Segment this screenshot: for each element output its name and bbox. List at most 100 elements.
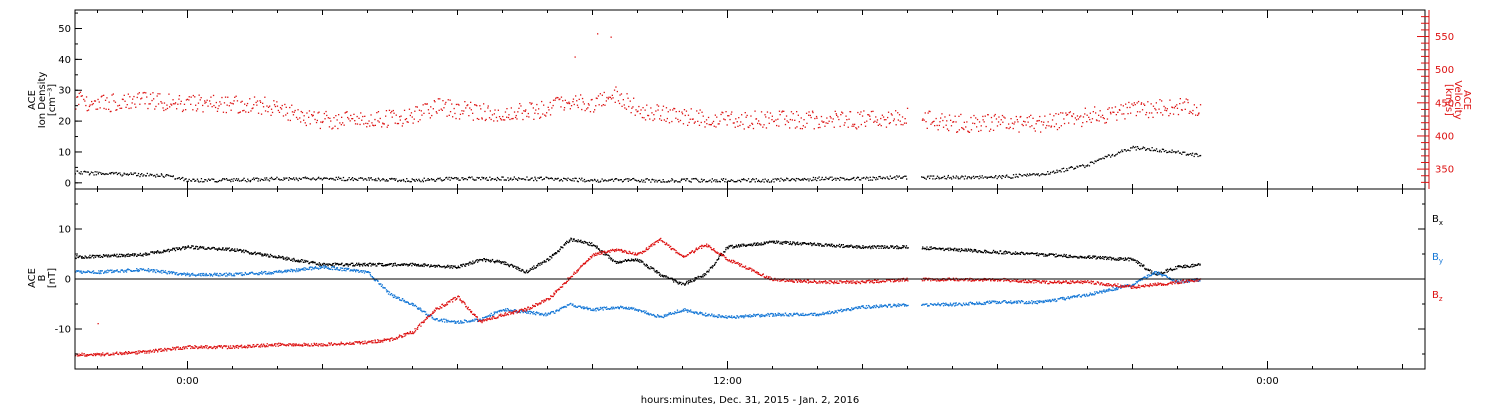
data-point: [1086, 165, 1088, 167]
data-point: [589, 180, 591, 182]
data-point: [366, 271, 368, 273]
data-point: [495, 311, 497, 313]
data-point: [664, 315, 666, 317]
data-point: [904, 305, 906, 307]
data-point: [1156, 112, 1158, 114]
data-point: [891, 114, 893, 116]
data-point: [1183, 266, 1185, 268]
data-point: [595, 180, 598, 183]
data-point: [1058, 127, 1060, 129]
data-point: [740, 315, 742, 317]
data-point: [421, 114, 423, 116]
data-point: [1094, 106, 1096, 108]
data-point: [622, 306, 624, 308]
data-point: [369, 272, 371, 274]
data-point: [763, 315, 765, 317]
data-point: [1050, 126, 1052, 128]
data-point: [837, 116, 839, 118]
data-point: [954, 247, 956, 249]
data-point: [964, 175, 966, 177]
data-point: [885, 305, 887, 307]
data-point: [227, 248, 229, 250]
data-point: [634, 309, 636, 311]
data-point: [782, 241, 784, 243]
data-point: [454, 322, 456, 324]
data-point: [266, 177, 268, 179]
data-point: [104, 173, 106, 176]
data-point: [1093, 162, 1095, 165]
data-point: [200, 247, 202, 249]
data-point: [113, 253, 116, 255]
data-point: [587, 179, 590, 182]
data-point: [761, 315, 764, 317]
data-point: [929, 177, 931, 180]
data-point: [785, 314, 787, 316]
data-point: [288, 257, 290, 259]
data-point: [497, 310, 499, 313]
data-point: [858, 246, 860, 248]
data-point: [983, 250, 986, 252]
data-point: [655, 179, 657, 181]
data-point: [307, 260, 309, 262]
data-point: [210, 248, 212, 250]
data-point: [242, 110, 244, 112]
data-point: [94, 100, 97, 102]
data-point: [772, 315, 774, 317]
data-point: [757, 313, 760, 316]
data-point: [1189, 110, 1191, 113]
data-point: [702, 276, 704, 278]
data-point: [541, 179, 543, 181]
data-point: [1173, 107, 1176, 109]
data-point: [659, 118, 661, 120]
data-point: [678, 110, 680, 113]
data-point: [623, 104, 625, 106]
data-point: [321, 179, 323, 181]
data-point: [280, 256, 283, 259]
data-point: [1196, 264, 1198, 266]
data-point: [432, 108, 434, 110]
data-point: [99, 107, 101, 109]
data-point: [639, 180, 642, 183]
data-point: [213, 178, 215, 181]
data-point: [241, 251, 243, 253]
data-point: [746, 315, 748, 317]
data-point: [463, 321, 465, 324]
data-point: [262, 253, 264, 255]
data-point: [922, 246, 924, 248]
data-point: [1030, 252, 1032, 255]
data-point: [423, 310, 425, 312]
data-point: [697, 179, 699, 181]
data-point: [676, 312, 678, 314]
data-point: [1191, 266, 1193, 268]
data-point: [526, 115, 528, 118]
data-point: [503, 310, 506, 312]
data-point: [1180, 109, 1183, 111]
data-point: [853, 125, 855, 127]
data-point: [268, 273, 270, 275]
data-point: [243, 109, 245, 112]
data-point: [1001, 175, 1003, 177]
data-point: [517, 111, 519, 113]
data-point: [114, 101, 117, 103]
data-point: [319, 267, 321, 270]
data-point: [1026, 173, 1028, 175]
data-point: [584, 307, 586, 309]
data-point: [533, 179, 535, 182]
data-point: [862, 305, 864, 307]
data-point: [738, 317, 740, 319]
data-point: [783, 179, 785, 181]
data-point: [1084, 166, 1086, 169]
data-point: [732, 247, 734, 249]
data-point: [1040, 253, 1042, 255]
data-point: [1137, 261, 1139, 263]
data-point: [896, 247, 898, 250]
data-point: [699, 311, 701, 313]
data-point: [644, 181, 646, 183]
data-point: [209, 103, 212, 105]
data-point: [950, 249, 952, 251]
data-point: [831, 121, 833, 123]
data-point: [321, 121, 324, 124]
data-point: [80, 256, 83, 258]
data-point: [472, 112, 474, 114]
data-point: [774, 313, 776, 315]
